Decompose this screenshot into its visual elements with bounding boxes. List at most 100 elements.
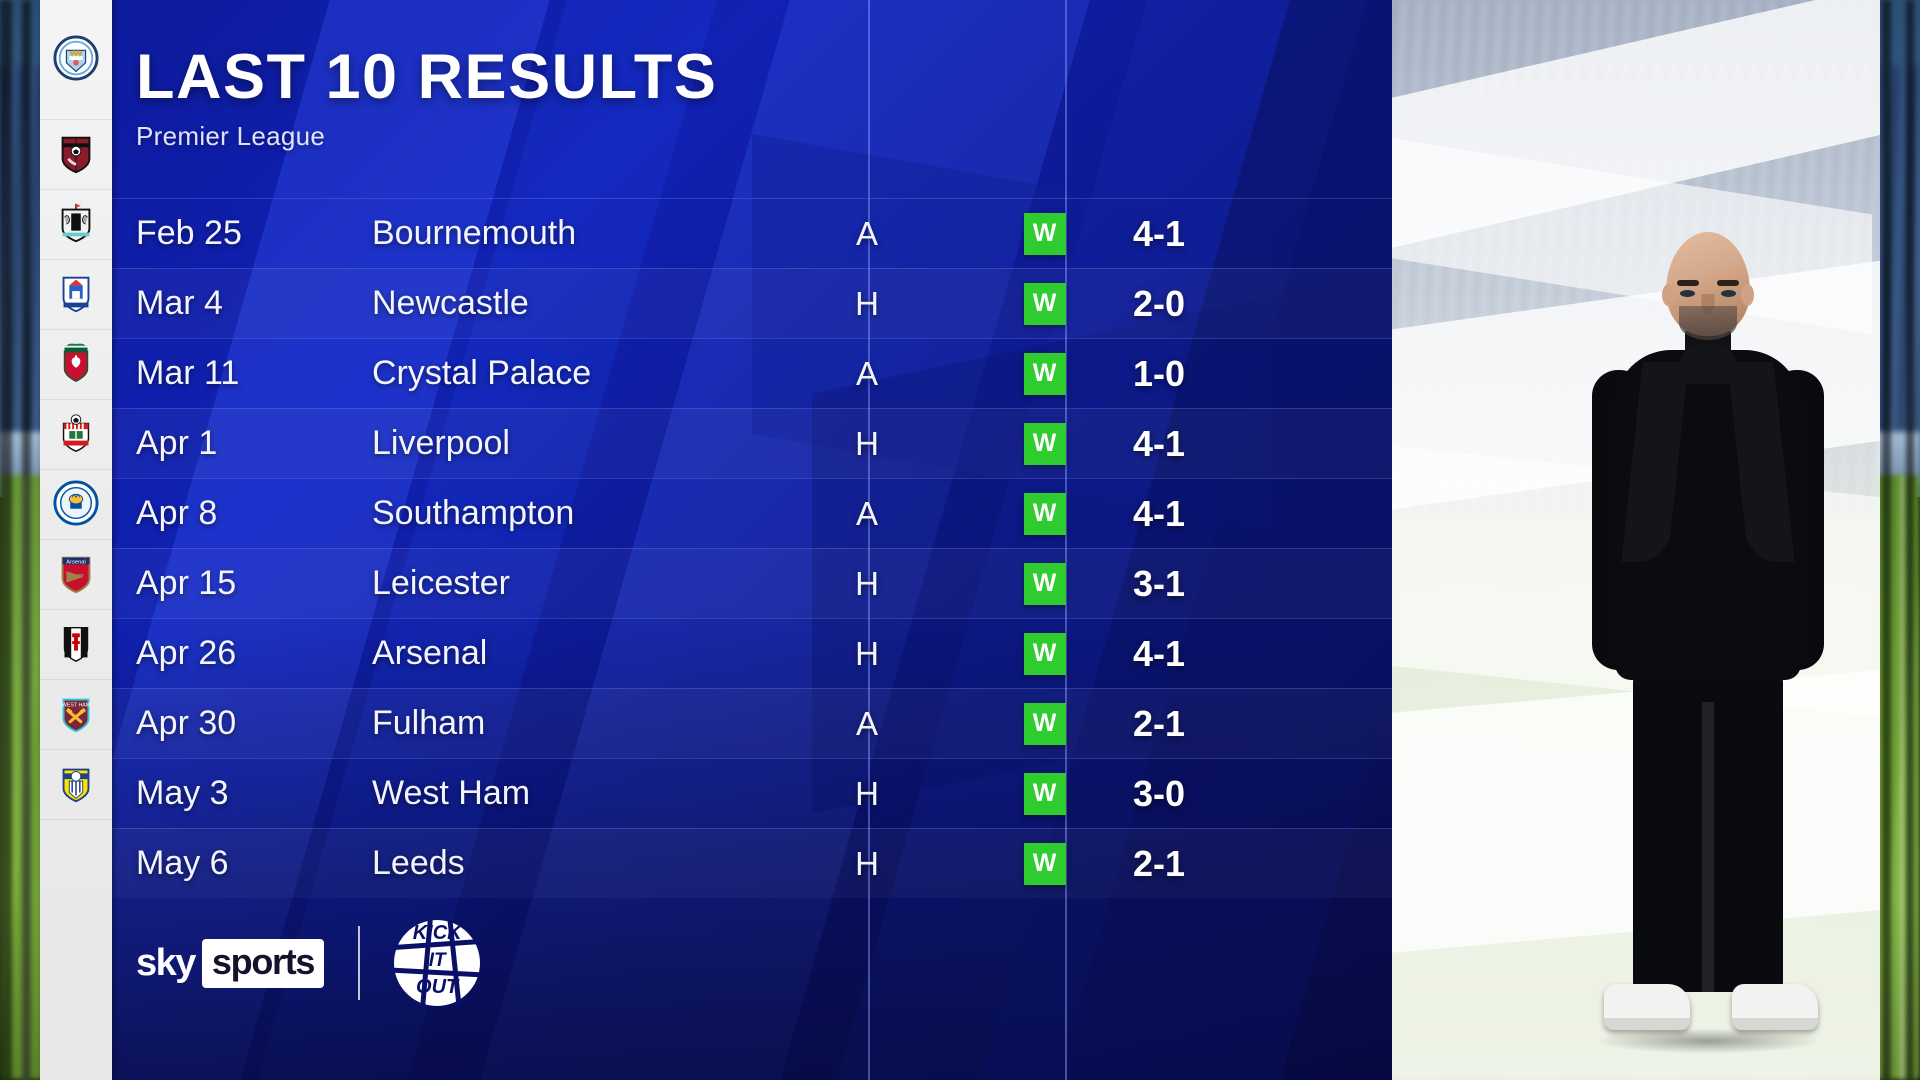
cell-outcome: W bbox=[972, 843, 1117, 885]
cell-score: 2-1 bbox=[1117, 703, 1297, 745]
liverpool-crest bbox=[53, 340, 99, 390]
stand-post-d bbox=[1906, 0, 1914, 1080]
cell-venue: H bbox=[762, 425, 972, 463]
cell-outcome: W bbox=[972, 773, 1117, 815]
cell-outcome: W bbox=[972, 423, 1117, 465]
cell-opponent: Southampton bbox=[372, 494, 762, 533]
table-row: Mar 11Crystal PalaceAW1-0 bbox=[112, 338, 1392, 408]
status-badge: W bbox=[1024, 563, 1066, 605]
stand-post-b bbox=[22, 0, 31, 1080]
sky-sports-logo: sky sports bbox=[136, 939, 324, 988]
cell-date: Apr 26 bbox=[112, 634, 372, 673]
west-ham-crest: WEST HAM bbox=[53, 690, 99, 740]
status-badge: W bbox=[1024, 423, 1066, 465]
cell-score: 3-1 bbox=[1117, 563, 1297, 605]
kick-it-out-logo: KICK IT OUT bbox=[394, 920, 480, 1006]
crystal-palace-crest bbox=[53, 270, 99, 320]
arsenal-crest: Arsenal bbox=[53, 550, 99, 600]
status-badge: W bbox=[1024, 773, 1066, 815]
cell-score: 4-1 bbox=[1117, 213, 1297, 255]
fulham-crest bbox=[53, 620, 99, 670]
cell-venue: H bbox=[762, 565, 972, 603]
page-subtitle: Premier League bbox=[136, 121, 1036, 152]
cell-venue: A bbox=[762, 215, 972, 253]
cell-venue: A bbox=[762, 355, 972, 393]
status-badge: W bbox=[1024, 213, 1066, 255]
status-badge: W bbox=[1024, 633, 1066, 675]
table-row: Mar 4NewcastleHW2-0 bbox=[112, 268, 1392, 338]
cell-date: Apr 8 bbox=[112, 494, 372, 533]
panel-header: LAST 10 RESULTS Premier League bbox=[136, 46, 1036, 152]
rail-cell-primary-team bbox=[40, 0, 112, 120]
cell-opponent: Newcastle bbox=[372, 284, 762, 323]
cell-venue: H bbox=[762, 775, 972, 813]
sky-wordmark: sky bbox=[136, 942, 195, 985]
cell-date: Mar 4 bbox=[112, 284, 372, 323]
manager-eye-left bbox=[1680, 290, 1695, 297]
manager-ear-left bbox=[1662, 284, 1675, 306]
cell-score: 4-1 bbox=[1117, 423, 1297, 465]
table-row: Apr 30FulhamAW2-1 bbox=[112, 688, 1392, 758]
cell-opponent: West Ham bbox=[372, 774, 762, 813]
cell-score: 3-0 bbox=[1117, 773, 1297, 815]
rail-cell-opponent bbox=[40, 120, 112, 190]
stand-post-c bbox=[1882, 0, 1891, 1080]
rail-cell-opponent bbox=[40, 470, 112, 540]
manager-brow-right bbox=[1717, 280, 1739, 286]
cell-opponent: Leeds bbox=[372, 844, 762, 883]
cell-opponent: Crystal Palace bbox=[372, 354, 762, 393]
cell-venue: H bbox=[762, 635, 972, 673]
stand-post-a bbox=[0, 0, 12, 1080]
manager-leg-gap bbox=[1702, 702, 1714, 992]
manager-collar bbox=[1677, 344, 1739, 384]
cell-score: 4-1 bbox=[1117, 633, 1297, 675]
rail-cell-opponent bbox=[40, 750, 112, 820]
cell-opponent: Liverpool bbox=[372, 424, 762, 463]
table-row: Feb 25BournemouthAW4-1 bbox=[112, 198, 1392, 268]
leicester-crest bbox=[53, 480, 99, 530]
rail-cell-opponent bbox=[40, 190, 112, 260]
cell-outcome: W bbox=[972, 283, 1117, 325]
cell-venue: A bbox=[762, 495, 972, 533]
cell-opponent: Arsenal bbox=[372, 634, 762, 673]
manager-shoe-left bbox=[1604, 984, 1690, 1030]
cell-opponent: Leicester bbox=[372, 564, 762, 603]
cell-opponent: Fulham bbox=[372, 704, 762, 743]
manager-ear-right bbox=[1741, 284, 1754, 306]
rail-cell-opponent bbox=[40, 260, 112, 330]
rail-cell-opponent: WEST HAM bbox=[40, 680, 112, 750]
table-row: Apr 26ArsenalH W 4-1 bbox=[112, 618, 1392, 688]
status-badge: W bbox=[1024, 843, 1066, 885]
cell-outcome: W bbox=[972, 353, 1117, 395]
cell-score: 2-0 bbox=[1117, 283, 1297, 325]
table-row: Apr 8SouthamptonAW4-1 bbox=[112, 478, 1392, 548]
cell-outcome: W bbox=[972, 633, 1117, 675]
cell-outcome: W bbox=[972, 563, 1117, 605]
bournemouth-crest bbox=[53, 130, 99, 180]
rail-cell-opponent bbox=[40, 400, 112, 470]
cell-date: May 6 bbox=[112, 844, 372, 883]
cell-venue: A bbox=[762, 705, 972, 743]
footer-logos: sky sports KICK IT OUT bbox=[136, 920, 480, 1006]
table-row: Apr 1LiverpoolH W 4-1 bbox=[112, 408, 1392, 478]
cell-date: Apr 1 bbox=[112, 424, 372, 463]
manager-shoe-right bbox=[1732, 984, 1818, 1030]
cell-score: 2-1 bbox=[1117, 843, 1297, 885]
cell-date: Feb 25 bbox=[112, 214, 372, 253]
manager-photo-pane bbox=[1392, 0, 1880, 1080]
cell-venue: H bbox=[762, 845, 972, 883]
manager-eye-right bbox=[1721, 290, 1736, 297]
rail-cell-opponent bbox=[40, 610, 112, 680]
cell-date: Apr 15 bbox=[112, 564, 372, 603]
results-table: Feb 25BournemouthAW4-1Mar 4NewcastleHW2-… bbox=[112, 198, 1392, 898]
sky-sports-wordmark: sports bbox=[202, 939, 324, 988]
svg-text:Arsenal: Arsenal bbox=[66, 559, 86, 565]
manchester-city-crest bbox=[53, 35, 99, 85]
cell-date: May 3 bbox=[112, 774, 372, 813]
manager-shadow bbox=[1593, 1028, 1823, 1054]
southampton-crest bbox=[53, 410, 99, 460]
leeds-crest bbox=[53, 760, 99, 810]
table-row: May 6LeedsH W 2-1 bbox=[112, 828, 1392, 898]
cell-score: 1-0 bbox=[1117, 353, 1297, 395]
cell-outcome: W bbox=[972, 493, 1117, 535]
